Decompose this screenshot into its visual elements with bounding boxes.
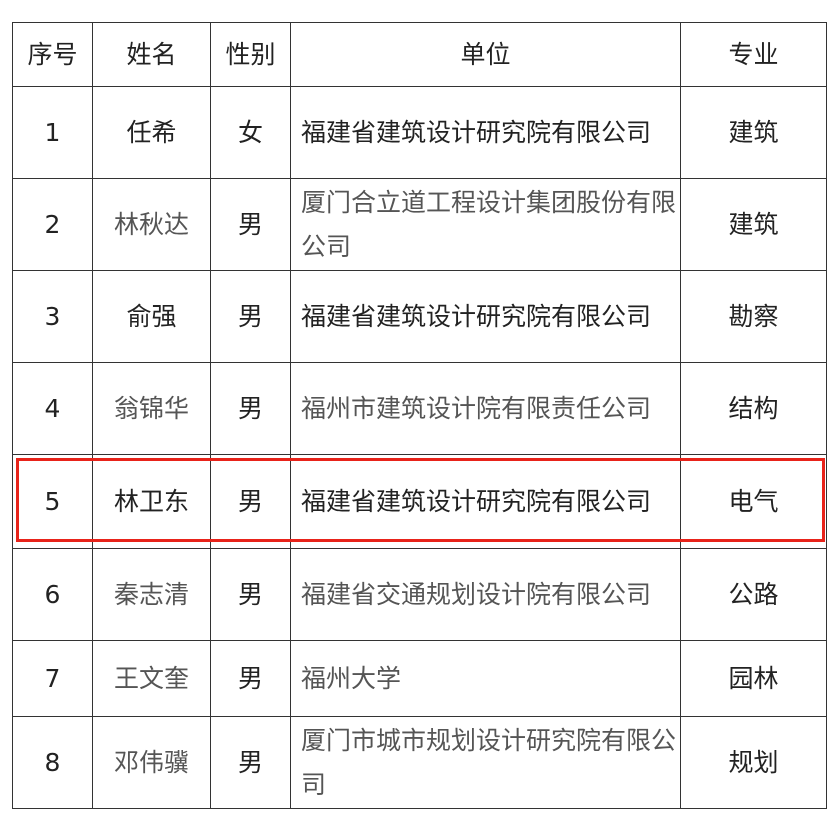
header-unit: 单位 xyxy=(290,22,681,87)
header-no: 序号 xyxy=(12,22,93,87)
cell-no: 4 xyxy=(12,362,93,455)
cell-unit: 福建省建筑设计研究院有限公司 xyxy=(290,270,681,363)
cell-no: 7 xyxy=(12,640,93,717)
table-row: 3 俞强男福建省建筑设计研究院有限公司 勘察 xyxy=(12,270,827,363)
cell-name: 林卫东 xyxy=(92,454,211,549)
cell-major: 园林 xyxy=(680,640,827,717)
cell-name: 翁锦华 xyxy=(92,362,211,455)
cell-major: 建筑 xyxy=(680,178,827,271)
cell-unit: 福建省建筑设计研究院有限公司 xyxy=(290,454,681,549)
cell-gender: 男 xyxy=(210,270,291,363)
cell-unit: 厦门市城市规划设计研究院有限公司 xyxy=(290,716,681,809)
table-row: 1 任希女福建省建筑设计研究院有限公司 建筑 xyxy=(12,86,827,179)
cell-gender: 女 xyxy=(210,86,291,179)
cell-no: 3 xyxy=(12,270,93,363)
cell-name: 俞强 xyxy=(92,270,211,363)
table-row: 7 王文奎男福州大学 园林 xyxy=(12,640,827,717)
cell-no: 6 xyxy=(12,548,93,641)
cell-gender: 男 xyxy=(210,178,291,271)
cell-name: 林秋达 xyxy=(92,178,211,271)
cell-unit: 福建省建筑设计研究院有限公司 xyxy=(290,86,681,179)
cell-major: 电气 xyxy=(680,454,827,549)
header-gender: 性别 xyxy=(210,22,291,87)
cell-no: 5 xyxy=(12,454,93,549)
header-name: 姓名 xyxy=(92,22,211,87)
personnel-table: 序号 姓名 性别 单位 专业 1 任希女福建省建筑设计研究院有限公司 建筑 2 林秋达男… xyxy=(12,22,827,809)
cell-major: 规划 xyxy=(680,716,827,809)
cell-major: 公路 xyxy=(680,548,827,641)
table-row: 6 秦志清男福建省交通规划设计院有限公司 公路 xyxy=(12,548,827,641)
cell-gender: 男 xyxy=(210,640,291,717)
cell-no: 8 xyxy=(12,716,93,809)
cell-gender: 男 xyxy=(210,362,291,455)
cell-unit: 福州大学 xyxy=(290,640,681,717)
cell-name: 任希 xyxy=(92,86,211,179)
cell-unit: 福建省交通规划设计院有限公司 xyxy=(290,548,681,641)
cell-gender: 男 xyxy=(210,548,291,641)
table-row: 8 邓伟骥男厦门市城市规划设计研究院有限公司 规划 xyxy=(12,716,827,809)
cell-name: 邓伟骥 xyxy=(92,716,211,809)
cell-major: 勘察 xyxy=(680,270,827,363)
cell-major: 建筑 xyxy=(680,86,827,179)
cell-unit: 福州市建筑设计院有限责任公司 xyxy=(290,362,681,455)
cell-no: 1 xyxy=(12,86,93,179)
cell-gender: 男 xyxy=(210,454,291,549)
cell-major: 结构 xyxy=(680,362,827,455)
table-row: 5 林卫东男福建省建筑设计研究院有限公司 电气 xyxy=(12,454,827,549)
table-row: 2 林秋达男厦门合立道工程设计集团股份有限公司 建筑 xyxy=(12,178,827,271)
cell-name: 王文奎 xyxy=(92,640,211,717)
header-major: 专业 xyxy=(680,22,827,87)
cell-gender: 男 xyxy=(210,716,291,809)
cell-no: 2 xyxy=(12,178,93,271)
header-row: 序号 姓名 性别 单位 专业 xyxy=(12,22,827,87)
cell-unit: 厦门合立道工程设计集团股份有限公司 xyxy=(290,178,681,271)
cell-name: 秦志清 xyxy=(92,548,211,641)
table-row: 4 翁锦华男福州市建筑设计院有限责任公司 结构 xyxy=(12,362,827,455)
